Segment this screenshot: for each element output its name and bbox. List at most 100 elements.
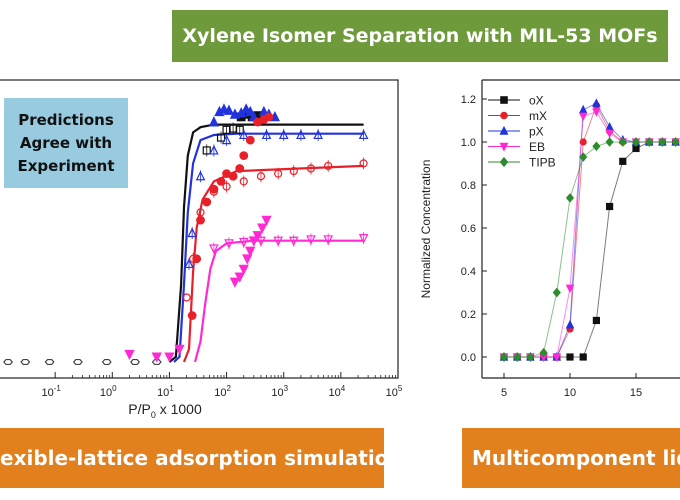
experiment-point	[264, 112, 274, 122]
experiment-point	[257, 223, 268, 234]
y-tick-label: 0.8	[461, 180, 476, 192]
experiment-point	[192, 254, 202, 264]
y-tick-label: 1.0	[461, 137, 476, 149]
experiment-point	[234, 272, 245, 283]
plot-frame	[0, 79, 399, 379]
simulation-point	[324, 161, 333, 171]
simulation-point	[151, 358, 162, 366]
simulation-point	[313, 129, 323, 140]
legend-swatch-marker	[499, 125, 509, 135]
experiment-point	[124, 349, 135, 361]
prediction-line-3: Experiment	[17, 156, 115, 175]
multicomponent-banner: Multicomponent liqu	[462, 428, 680, 488]
fitted-curve	[168, 123, 364, 363]
y-axis-label: Normalized Concentration	[419, 160, 433, 299]
simulation-point	[222, 182, 231, 191]
simulation-point	[289, 166, 298, 176]
legend-label: oX	[529, 94, 544, 108]
series-point	[592, 98, 601, 107]
experiment-point	[245, 105, 256, 117]
series-point	[578, 112, 588, 122]
simulation-point	[187, 227, 197, 238]
experiment-point	[245, 246, 256, 257]
experiment-point	[229, 277, 241, 288]
experiment-point	[238, 264, 249, 276]
series-point	[619, 157, 627, 165]
series-point	[499, 352, 509, 362]
simulation-point	[273, 236, 283, 247]
experiment-point	[239, 151, 249, 161]
simulation-point	[184, 258, 194, 269]
series-point	[579, 353, 587, 361]
simulation-point	[238, 237, 249, 248]
series-point	[579, 152, 588, 162]
simulation-point	[256, 236, 266, 247]
experiment-point	[209, 184, 219, 194]
series-point	[552, 287, 561, 298]
y-tick-label: 1.2	[461, 94, 476, 106]
fitted-curve	[173, 132, 364, 363]
simulation-point	[3, 358, 14, 366]
series-point	[565, 193, 575, 203]
series-point	[539, 347, 548, 358]
simulation-point	[44, 358, 55, 366]
x-tick-label: 105	[386, 384, 403, 399]
series-point	[592, 108, 601, 117]
simulation-point	[235, 125, 244, 134]
experiment-point	[223, 104, 235, 115]
series-point	[565, 319, 575, 329]
simulation-point	[288, 236, 299, 247]
y-tick-label: 0.4	[461, 266, 476, 278]
simulation-point	[224, 239, 234, 249]
simulation-point	[358, 129, 369, 140]
experiment-point	[216, 176, 226, 186]
prediction-line-1: Predictions	[18, 110, 114, 129]
simulation-point	[261, 129, 272, 140]
series-point	[605, 129, 614, 139]
simulation-point	[130, 358, 141, 366]
x-tick-label: 10-1	[41, 384, 61, 399]
experiment-point	[151, 352, 162, 363]
series-point	[658, 137, 667, 147]
series-point	[566, 353, 574, 361]
experiment-point	[208, 116, 220, 127]
x-tick-label: 5	[501, 387, 507, 399]
simulation-point	[256, 172, 266, 181]
simulation-point	[239, 177, 248, 186]
simulation-point	[209, 244, 219, 255]
simulation-point	[72, 358, 83, 366]
series-line	[504, 141, 676, 358]
legend-label: EB	[529, 140, 545, 154]
simulation-point	[221, 134, 232, 145]
simulation-point	[195, 170, 206, 181]
simulation-point	[306, 164, 316, 173]
legend-swatch-marker	[500, 96, 508, 104]
y-tick-label: 0.2	[461, 309, 476, 321]
legend-label: TIPB	[529, 156, 556, 170]
simulation-point	[296, 129, 306, 140]
series-point	[671, 137, 680, 147]
simulation-point	[358, 234, 369, 244]
experiment-point	[248, 236, 259, 247]
series-point	[592, 316, 601, 325]
simulation-point	[238, 129, 249, 140]
series-point	[605, 137, 614, 147]
experiment-point	[187, 311, 197, 320]
experiment-point	[252, 231, 263, 242]
x-tick-label: 100	[100, 384, 117, 399]
series-line	[504, 141, 676, 358]
experiment-point	[164, 352, 175, 363]
x-tick-label: 103	[271, 384, 288, 399]
simulation-point	[20, 358, 31, 366]
y-tick-label: 0.6	[461, 223, 476, 235]
simulation-point	[182, 293, 191, 302]
series-point	[578, 104, 588, 114]
series-point	[618, 137, 627, 147]
series-point	[526, 352, 535, 362]
y-tick-label: 0.0	[461, 352, 476, 364]
adsorption-simulation-banner: exible-lattice adsorption simulations	[0, 428, 384, 488]
simulation-point	[101, 358, 112, 366]
legend-swatch-marker	[500, 111, 508, 120]
series-point	[552, 353, 562, 362]
